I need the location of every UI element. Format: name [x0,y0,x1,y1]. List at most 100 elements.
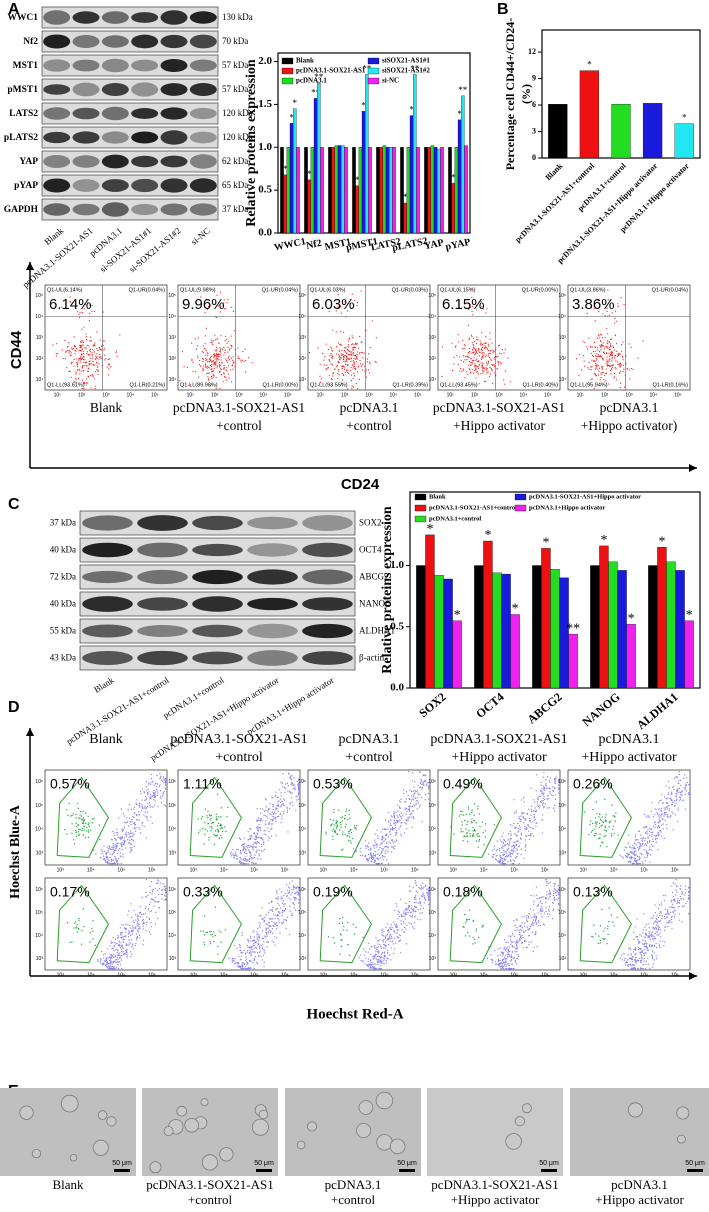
cell-dot [125,953,126,954]
cell-dot [635,834,636,835]
bar [280,147,283,233]
cell-dot [541,800,542,801]
cell-dot [613,377,614,378]
cell-dot [81,819,82,820]
cell-dot [291,797,292,798]
cell-dot [271,901,272,902]
tick-label: 10⁵ [380,867,388,873]
cell-dot [113,966,114,967]
cell-dot [609,349,610,350]
cell-dot [597,350,598,351]
cell-dot [213,931,214,932]
cell-dot [216,356,217,357]
cell-dot [523,797,524,798]
cell-dot [514,828,515,829]
cell-dot [91,363,92,364]
cell-dot [474,820,475,821]
cell-dot [246,962,247,963]
cell-dot [625,855,626,856]
cell-dot [479,364,480,365]
cell-dot [255,952,256,953]
tick-label: 10³ [299,335,307,341]
blot-row-label: 57 kDa [222,60,248,70]
cell-dot [207,366,208,367]
cell-dot [547,799,548,800]
cell-dot [583,341,584,342]
cell-dot [626,847,627,848]
cell-dot [108,860,109,861]
cell-dot [530,827,531,828]
cell-dot [209,373,210,374]
cell-dot [240,850,241,851]
tick-label: 10⁵ [284,392,292,398]
cell-dot [128,945,129,946]
cell-dot [466,371,467,372]
cell-dot [133,823,134,824]
cell-dot [523,816,524,817]
cell-dot [147,895,148,896]
cell-dot [127,924,128,925]
cell-dot [165,896,166,897]
cell-dot [123,948,124,949]
cell-dot [206,328,207,329]
cell-dot [394,924,395,925]
cell-dot [549,791,550,792]
cell-dot [550,777,551,778]
cell-dot [130,833,131,834]
cell-dot [673,786,674,787]
cell-dot [217,794,218,795]
cell-dot [71,352,72,353]
cell-dot [120,839,121,840]
cell-dot [393,843,394,844]
cell-dot [656,842,657,843]
cell-dot [543,803,544,804]
cell-dot [476,369,477,370]
cell-dot [349,831,350,832]
cell-dot [471,336,472,337]
cell-dot [545,779,546,780]
cell-dot [544,787,545,788]
cell-dot [113,847,114,848]
cell-dot [223,368,224,369]
cell-dot [225,831,226,832]
cell-dot [247,950,248,951]
cell-dot [473,347,474,348]
cell-dot [259,842,260,843]
blot-band [102,107,129,120]
cell-dot [469,351,470,352]
tick-label: 10¹ [559,377,567,383]
cell-dot [404,913,405,914]
cell-dot [273,813,274,814]
cell-dot [263,941,264,942]
bar [474,566,483,689]
cell-dot [112,863,113,864]
cell-dot [207,368,208,369]
cell-dot [257,928,258,929]
cell-dot [225,369,226,370]
cell-dot [606,359,607,360]
cell-dot [119,955,120,956]
cell-dot [455,347,456,348]
cell-dot [264,811,265,812]
cell-dot [667,802,668,803]
cell-dot [548,798,549,799]
group-label: pcDNA3.1 [338,732,399,747]
cell-dot [344,350,345,351]
cell-dot [482,367,483,368]
cell-dot [227,352,228,353]
cell-dot [76,836,77,837]
cell-dot [603,352,604,353]
cell-dot [473,827,474,828]
cell-dot [224,352,225,353]
cell-dot [348,350,349,351]
cell-dot [275,796,276,797]
cell-dot [258,837,259,838]
cell-dot [125,847,126,848]
cell-dot [233,356,234,357]
cell-dot [211,366,212,367]
cell-dot [477,353,478,354]
cell-dot [197,357,198,358]
cell-dot [544,799,545,800]
cell-dot [664,838,665,839]
cell-dot [242,844,243,845]
